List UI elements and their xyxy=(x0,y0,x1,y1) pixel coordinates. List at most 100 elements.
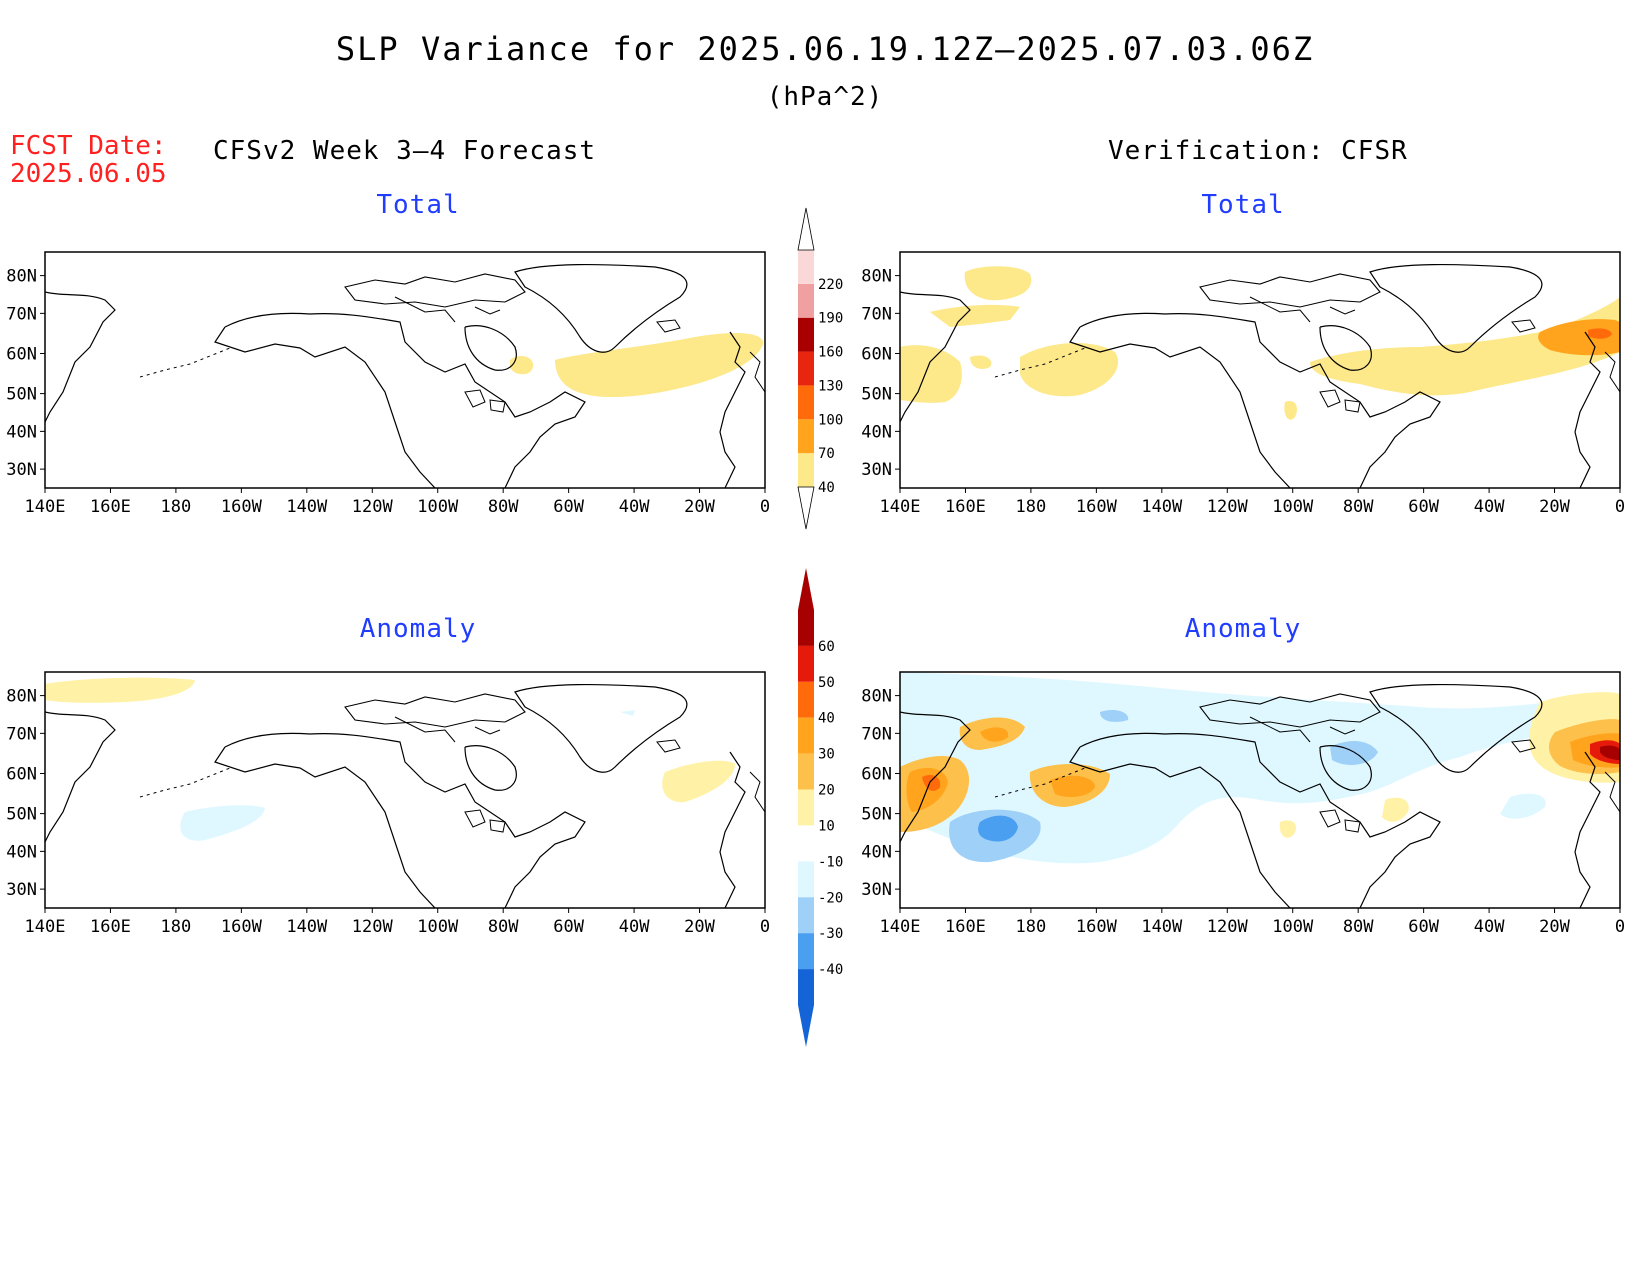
main-title: SLP Variance for 2025.06.19.12Z—2025.07.… xyxy=(335,30,1315,68)
colorbar-level: 220 xyxy=(818,277,843,293)
lat-tick-label: 50N xyxy=(861,385,892,405)
shaded-region xyxy=(900,345,962,403)
colorbar-swatch xyxy=(798,351,814,386)
lat-tick-label: 50N xyxy=(861,805,892,825)
lon-tick-label: 100W xyxy=(1272,497,1314,517)
lon-tick-label: 0 xyxy=(760,497,770,517)
shaded-region xyxy=(1284,401,1297,420)
map-frame xyxy=(44,671,766,909)
fcst-date-value: 2025.06.05 xyxy=(10,159,167,189)
verification-header: Verification: CFSR xyxy=(1108,136,1408,166)
shaded-region xyxy=(970,355,992,369)
lon-tick-label: 160W xyxy=(221,497,263,517)
colorbar-level: 160 xyxy=(818,345,843,361)
colorbar-level: 40 xyxy=(818,480,835,496)
lat-tick-label: 80N xyxy=(861,267,892,287)
verification-anomaly-title: Anomaly xyxy=(1184,614,1302,644)
forecast-anomaly-panel: 140E 160E 180 160W 140W 120W 100W 80W 60W 40W 20W 0… xyxy=(6,671,770,937)
lon-tick-label: 40W xyxy=(619,917,650,937)
shaded-region xyxy=(1050,775,1095,798)
shaded-region xyxy=(510,356,534,375)
colorbar-swatch xyxy=(798,753,814,790)
verification-anomaly-panel: 140E 160E 180 160W 140W 120W 100W 80W 60W 40W 20W 0… xyxy=(861,671,1625,937)
colorbar-level: -30 xyxy=(818,926,843,942)
forecast-total-panel: 140E 160E 180 160W 140W 120W 100W 80W 60W 40W 20W 0… xyxy=(6,251,770,517)
colorbar-swatch xyxy=(798,610,814,646)
lon-tick-label: 160E xyxy=(90,497,131,517)
lat-tick-label: 70N xyxy=(6,724,37,744)
lon-tick-label: 20W xyxy=(1539,917,1570,937)
colorbar-level: 60 xyxy=(818,639,835,655)
shaded-region xyxy=(45,677,195,703)
lon-tick-label: 60W xyxy=(1408,917,1439,937)
lat-tick-label: 80N xyxy=(861,687,892,707)
colorbar-level: 100 xyxy=(818,412,843,428)
lat-tick-label: 70N xyxy=(6,304,37,324)
shaded-region xyxy=(1500,793,1546,819)
colorbar-swatch xyxy=(798,645,814,682)
lon-tick-label: 40W xyxy=(1474,917,1505,937)
shaded-region xyxy=(922,775,941,791)
total-colorbar: 40 70 100 130 160 190 220 xyxy=(797,207,843,530)
anomaly-colorbar: 60 50 40 30 20 10 -10 -20 -30 -40 xyxy=(798,568,843,1047)
lon-tick-label: 80W xyxy=(488,497,519,517)
colorbar-swatch xyxy=(798,453,814,487)
lat-tick-label: 40N xyxy=(861,422,892,442)
shaded-region xyxy=(978,815,1018,842)
colorbar-level: 30 xyxy=(818,747,835,763)
lon-tick-label: 140W xyxy=(1141,497,1183,517)
lon-tick-label: 120W xyxy=(1207,917,1249,937)
colorbar-swatch xyxy=(798,789,814,826)
lon-tick-label: 80W xyxy=(488,917,519,937)
fcst-date-label: FCST Date: xyxy=(10,131,167,161)
lon-tick-label: 180 xyxy=(1016,497,1047,517)
units-label: (hPa^2) xyxy=(766,82,884,112)
shaded-region xyxy=(555,332,764,398)
lon-tick-label: 100W xyxy=(1272,917,1314,937)
shaded-region xyxy=(180,805,265,841)
colorbar-swatch xyxy=(798,825,814,862)
colorbar-swatch xyxy=(798,681,814,718)
lon-tick-label: 40W xyxy=(619,497,650,517)
lon-tick-label: 0 xyxy=(1615,917,1625,937)
shaded-region xyxy=(900,672,1620,864)
lon-tick-label: 140E xyxy=(25,497,66,517)
lon-tick-label: 180 xyxy=(161,497,192,517)
lat-tick-label: 50N xyxy=(6,385,37,405)
lon-tick-label: 120W xyxy=(1207,497,1249,517)
lat-tick-label: 80N xyxy=(6,687,37,707)
colorbar-level: 10 xyxy=(818,818,835,834)
lon-tick-label: 60W xyxy=(1408,497,1439,517)
colorbar-swatch xyxy=(798,317,814,352)
lon-tick-label: 40W xyxy=(1474,497,1505,517)
shaded-region xyxy=(1600,745,1620,760)
shaded-region xyxy=(1279,820,1297,838)
colorbar-swatch xyxy=(798,250,814,284)
shaded-region xyxy=(1588,328,1612,339)
colorbar-level: 50 xyxy=(818,675,835,691)
lon-tick-label: 160E xyxy=(90,917,131,937)
lon-tick-label: 20W xyxy=(1539,497,1570,517)
lon-tick-label: 120W xyxy=(352,497,394,517)
lon-tick-label: 20W xyxy=(684,917,715,937)
lon-tick-label: 140W xyxy=(286,497,328,517)
lat-tick-label: 60N xyxy=(861,344,892,364)
lon-tick-label: 140E xyxy=(880,497,921,517)
map-frame xyxy=(899,251,1621,489)
lat-tick-label: 30N xyxy=(6,880,37,900)
lat-tick-label: 60N xyxy=(6,344,37,364)
shaded-region xyxy=(620,710,635,716)
colorbar-level: -20 xyxy=(818,890,843,906)
lon-tick-label: 160E xyxy=(945,497,986,517)
lat-tick-label: 80N xyxy=(6,267,37,287)
colorbar-level: 70 xyxy=(818,446,835,462)
lon-tick-label: 120W xyxy=(352,917,394,937)
lon-tick-label: 20W xyxy=(684,497,715,517)
colorbar-swatch xyxy=(798,385,814,420)
lat-tick-label: 70N xyxy=(861,304,892,324)
lon-tick-label: 0 xyxy=(1615,497,1625,517)
lon-tick-label: 60W xyxy=(553,497,584,517)
forecast-header: CFSv2 Week 3—4 Forecast xyxy=(213,136,597,166)
lon-tick-label: 140E xyxy=(25,917,66,937)
lat-tick-label: 30N xyxy=(861,460,892,480)
